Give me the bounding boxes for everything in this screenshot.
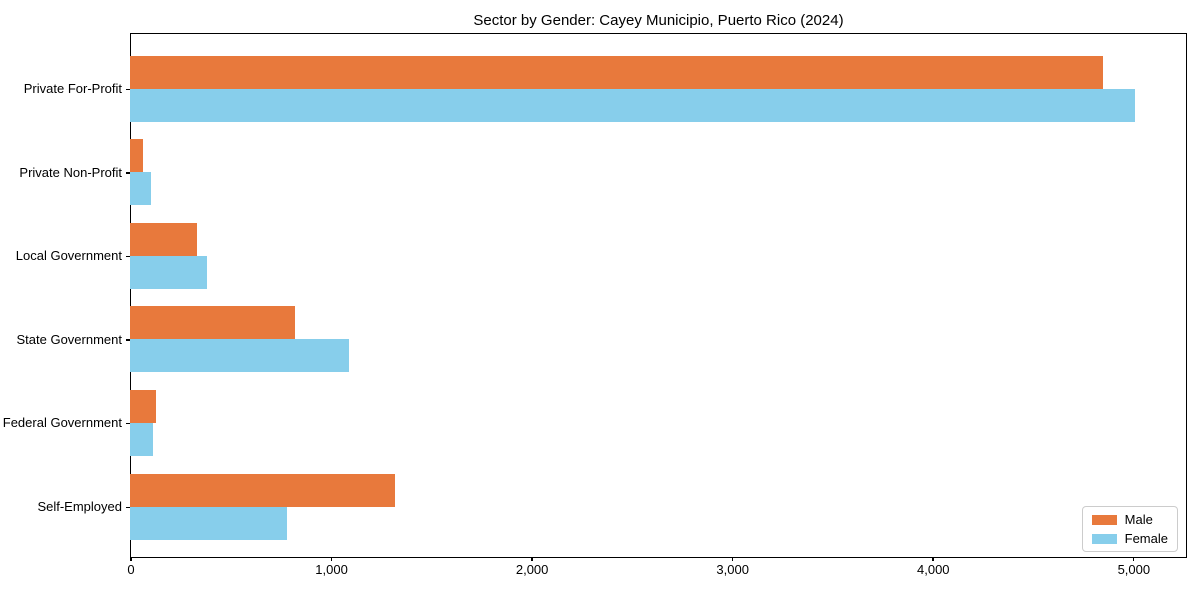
- legend-label-male: Male: [1124, 512, 1153, 527]
- y-tick-mark: [126, 255, 130, 258]
- chart-title: Sector by Gender: Cayey Municipio, Puert…: [473, 12, 844, 29]
- bar-female-private-non-profit: [129, 172, 152, 206]
- legend-entry-male: Male: [1091, 512, 1168, 527]
- y-label-self-employed: Self-Employed: [37, 499, 122, 514]
- x-tick-mark: [531, 557, 533, 561]
- bar-male-federal-government: [129, 389, 156, 423]
- y-label-private-for-profit: Private For-Profit: [23, 81, 122, 96]
- x-tick-label-0: 0: [127, 562, 135, 577]
- x-tick-mark: [731, 557, 734, 561]
- y-tick-mark: [126, 422, 130, 425]
- x-tick-mark: [932, 557, 934, 561]
- female-swatch-icon: [1091, 533, 1117, 544]
- bars-layer: [129, 33, 1187, 558]
- legend-entry-female: Female: [1091, 531, 1168, 546]
- y-tick-mark: [126, 172, 130, 174]
- male-swatch-icon: [1091, 514, 1117, 525]
- bar-male-state-government: [129, 306, 295, 340]
- x-tick-mark: [1132, 557, 1135, 561]
- x-tick-label-5-000: 5,000: [1117, 562, 1151, 577]
- bar-female-federal-government: [129, 422, 154, 456]
- legend: Male Female: [1081, 506, 1178, 552]
- x-tick-label-4-000: 4,000: [916, 562, 950, 577]
- x-tick-label-1-000: 1,000: [315, 562, 348, 577]
- bar-female-local-government: [129, 255, 207, 289]
- bar-female-self-employed: [129, 506, 287, 540]
- bar-male-private-for-profit: [129, 55, 1104, 89]
- x-tick-mark: [130, 557, 132, 561]
- x-tick-label-3-000: 3,000: [716, 562, 749, 577]
- y-label-federal-government: Federal Government: [2, 415, 122, 431]
- legend-label-female: Female: [1124, 531, 1168, 546]
- bar-male-private-non-profit: [129, 139, 144, 173]
- x-tick-mark: [330, 557, 333, 561]
- y-label-local-government: Local Government: [15, 248, 122, 264]
- bar-female-state-government: [129, 339, 349, 373]
- y-label-private-non-profit: Private Non-Profit: [19, 164, 122, 180]
- bar-female-private-for-profit: [129, 88, 1136, 122]
- x-tick-label-2-000: 2,000: [515, 562, 549, 577]
- bar-male-self-employed: [129, 473, 395, 507]
- plot-area: Male Female: [129, 33, 1187, 558]
- y-label-state-government: State Government: [16, 331, 123, 347]
- y-tick-mark: [126, 506, 130, 508]
- bar-male-local-government: [129, 222, 197, 256]
- y-tick-mark: [126, 339, 130, 341]
- y-tick-mark: [126, 88, 130, 90]
